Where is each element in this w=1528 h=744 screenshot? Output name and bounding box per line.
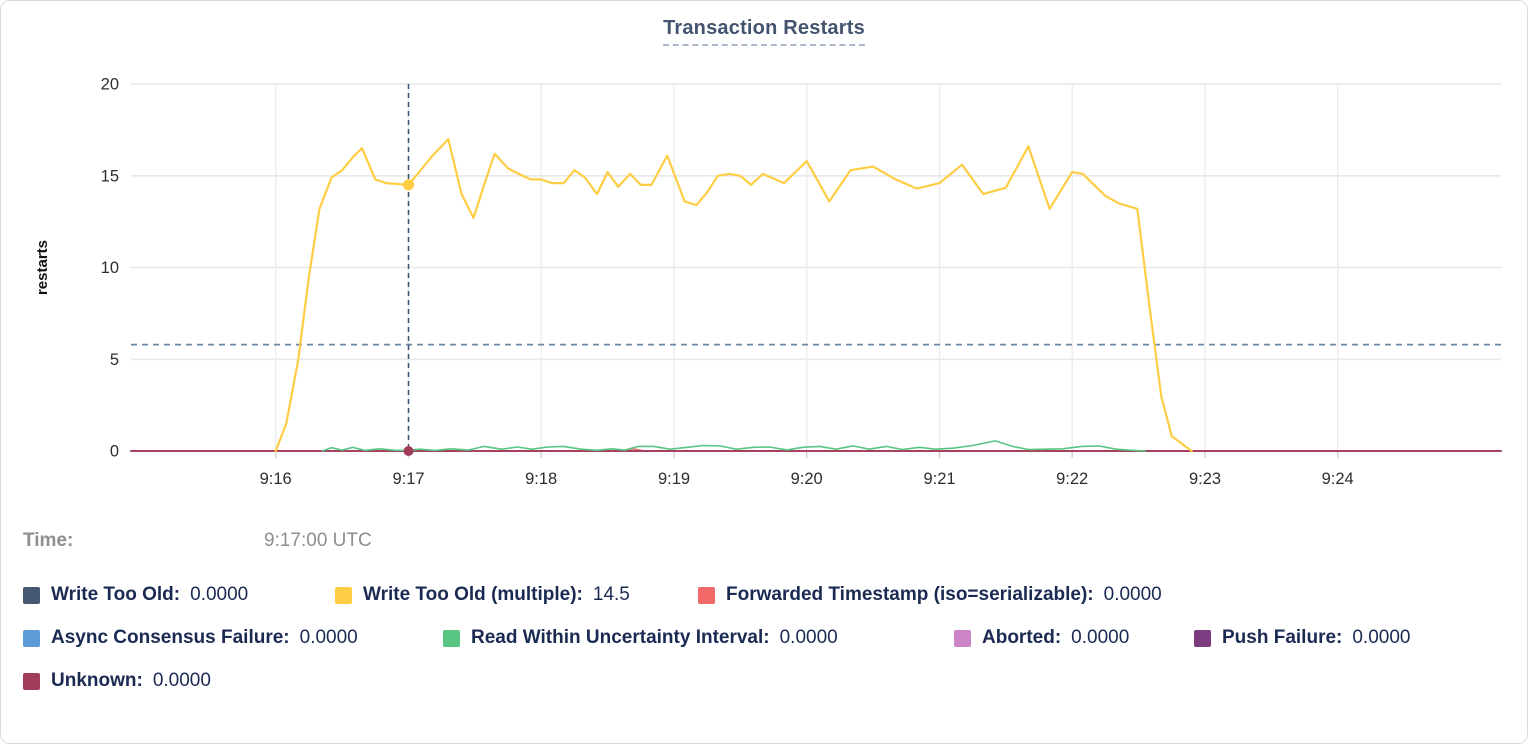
chart-canvas[interactable]: 0 5 10 15 20 9:16 9:17 9:18 9:19 9:20 9:21 9:22 9:23… [1,61,1528,506]
legend-value: 0.0000 [779,627,838,648]
legend-item: Aborted: 0.0000 [954,627,1194,649]
legend-label: Read Within Uncertainty Interval: [471,627,770,648]
legend-swatch [443,629,460,647]
hover-time-value: 9:17:00 UTC [264,530,372,551]
legend-value: 14.5 [592,584,630,605]
legend-label: Aborted: [982,627,1062,648]
hover-dot [403,179,414,191]
x-tick-label: 9:23 [1189,470,1221,488]
legend-row: Write Too Old: 0.0000 Write Too Old (multi… [1,584,1527,606]
legend-value: 0.0000 [1103,584,1162,605]
legend-swatch [698,586,715,604]
legend-value: 0.0000 [299,627,358,648]
hover-time-label: Time: [23,530,74,551]
legend-label: Async Consensus Failure: [51,627,290,648]
legend-swatch [23,672,40,690]
legend-swatch [23,629,40,647]
legend-item: Forwarded Timestamp (iso=serializable): 0… [698,584,1527,606]
legend-label: Write Too Old (multiple): [363,584,583,605]
legend-row: Async Consensus Failure: 0.0000 Read Withi… [1,627,1527,649]
legend-value: 0.0000 [152,670,211,691]
legend-value: 0.0000 [1071,627,1130,648]
hover-dot [403,446,414,456]
legend-swatch [335,586,352,604]
legend-label: Unknown: [51,670,143,691]
series-write-too-old-multiple- [274,138,1193,453]
legend-item: Write Too Old (multiple): 14.5 [335,584,698,606]
legend-item: Unknown: 0.0000 [23,670,1527,692]
x-tick-label: 9:18 [525,470,557,488]
legend-value: 0.0000 [1352,627,1411,648]
legend-item: Async Consensus Failure: 0.0000 [23,627,443,649]
legend-label: Write Too Old: [51,584,181,605]
x-tick-label: 9:19 [658,470,690,488]
y-tick-label: 0 [110,443,119,461]
legend-item: Write Too Old: 0.0000 [23,584,335,606]
hover-time-row: Time: 9:17:00 UTC [1,530,1527,552]
legend-label: Forwarded Timestamp (iso=serializable): [726,584,1094,605]
chart-header: Transaction Restarts [1,1,1527,61]
x-tick-label: 9:22 [1056,470,1088,488]
x-tick-label: 9:24 [1322,470,1354,488]
chart-title[interactable]: Transaction Restarts [663,17,865,46]
legend-swatch [23,586,40,604]
y-axis-title: restarts [34,240,51,295]
legend-swatch [1194,629,1211,647]
legend-item: Read Within Uncertainty Interval: 0.0000 [443,627,954,649]
x-tick-label: 9:20 [791,470,823,488]
x-tick-label: 9:21 [923,470,955,488]
legend-row: Unknown: 0.0000 [1,670,1527,692]
legend-swatch [954,629,971,647]
legend: Write Too Old: 0.0000 Write Too Old (multi… [1,584,1527,692]
y-tick-label: 15 [101,167,119,185]
legend-item: Push Failure: 0.0000 [1194,627,1527,649]
y-tick-label: 5 [110,351,119,369]
series-read-within-uncertainty-interval [321,440,1146,452]
legend-label: Push Failure: [1222,627,1343,648]
legend-value: 0.0000 [190,584,249,605]
x-tick-label: 9:16 [260,470,292,488]
y-tick-label: 20 [101,76,119,94]
y-tick-label: 10 [101,259,119,277]
x-tick-label: 9:17 [392,470,424,488]
